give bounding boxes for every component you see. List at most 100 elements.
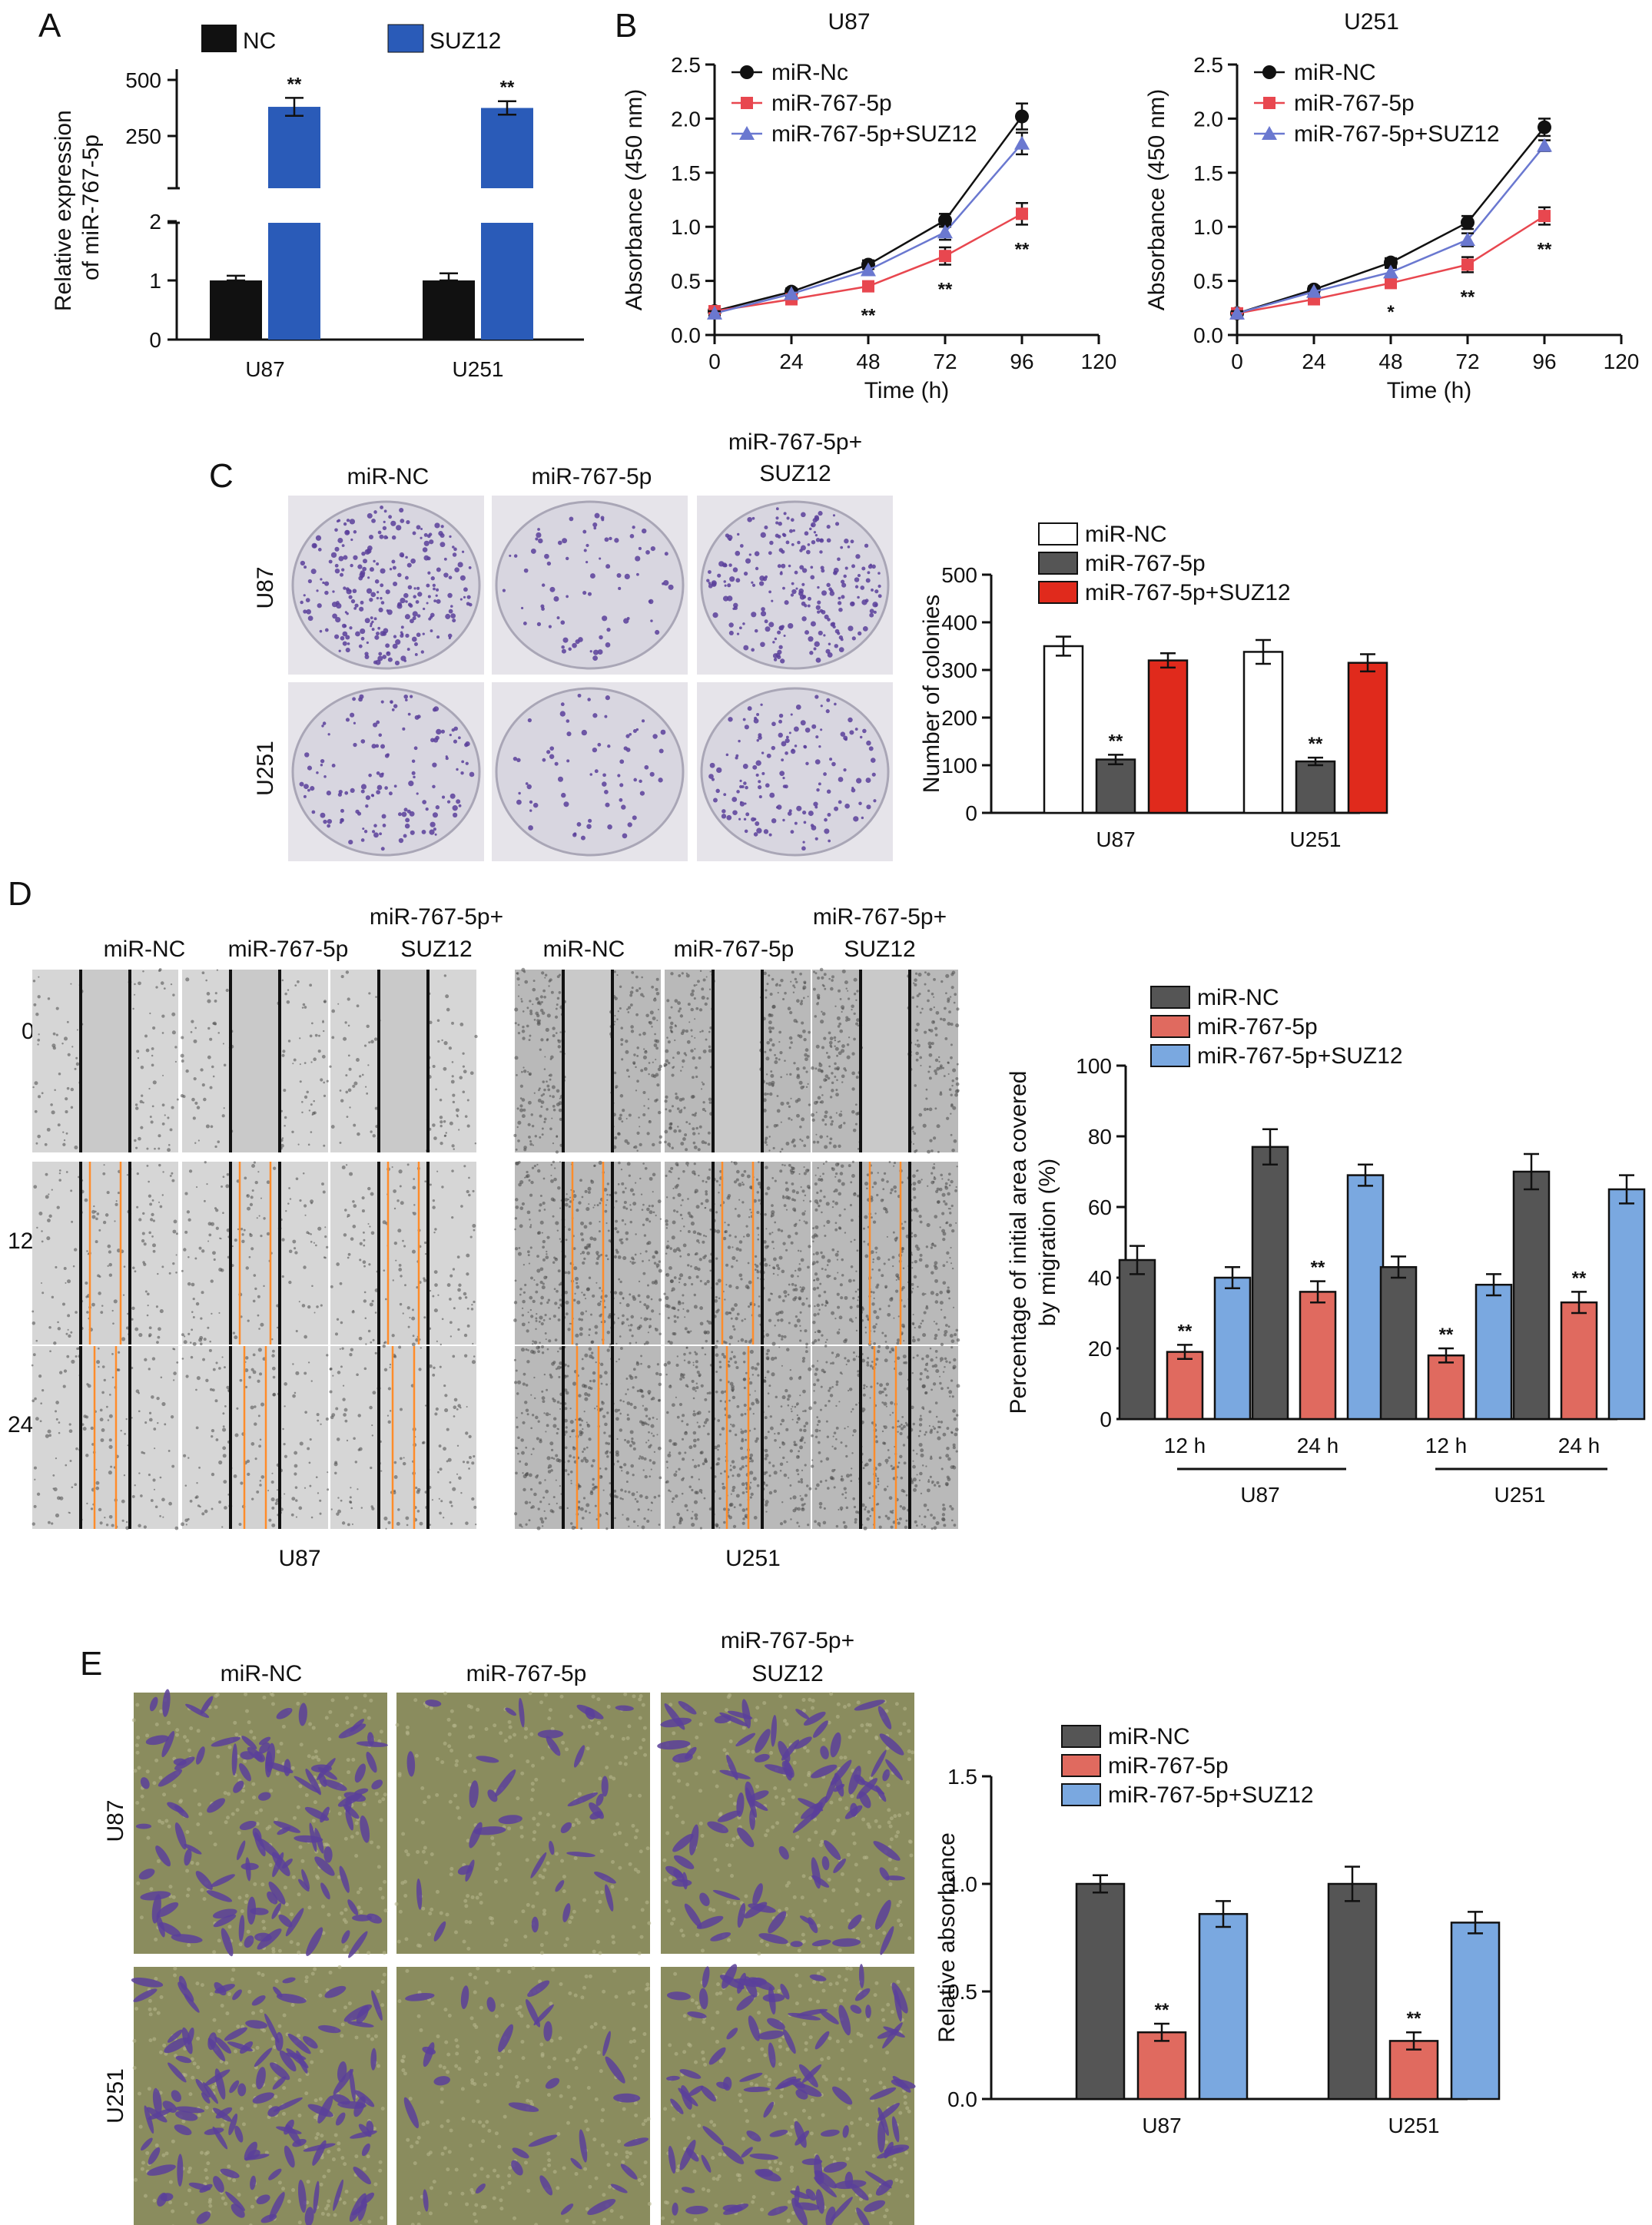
- cell-dot: [270, 1497, 275, 1502]
- cell-dot: [224, 1506, 227, 1510]
- cell-dot: [108, 1273, 113, 1277]
- significance-label: **: [1015, 239, 1030, 260]
- cell-dot: [529, 1225, 532, 1229]
- y-tick-label: 0.0: [671, 323, 701, 347]
- colony-dot: [452, 618, 456, 623]
- cell-dot: [337, 1003, 340, 1005]
- cell-dot: [699, 1279, 702, 1282]
- cell-dot: [955, 1328, 959, 1332]
- cell-dot: [304, 1371, 307, 1375]
- cell-dot: [851, 1109, 855, 1114]
- cell-dot: [937, 1150, 940, 1153]
- cell-dot: [458, 1296, 462, 1300]
- cell-dot: [641, 1209, 644, 1211]
- cell-dot: [212, 1075, 215, 1078]
- colony-dot: [416, 632, 421, 638]
- cell-dot: [463, 1354, 468, 1358]
- colony-dot: [353, 721, 357, 725]
- y-tick-label: 1.0: [1193, 215, 1223, 239]
- colony-dot: [348, 839, 353, 845]
- colony-dot: [386, 651, 391, 656]
- colony-dot: [453, 812, 458, 818]
- cell-dot: [824, 1304, 827, 1307]
- cell-dot: [629, 1209, 632, 1212]
- cell-dot: [343, 1408, 348, 1412]
- cell-dot: [446, 1007, 450, 1012]
- cell-dot: [618, 1161, 621, 1165]
- colony-dot: [843, 735, 848, 741]
- colony-dot: [463, 587, 468, 592]
- cell-dot: [634, 1262, 636, 1264]
- cell-dot: [559, 1097, 561, 1099]
- cell-dot: [602, 1489, 605, 1491]
- cell-dot: [167, 1116, 170, 1119]
- x-tick-label: 48: [856, 350, 880, 373]
- cell-dot: [548, 1339, 552, 1343]
- cell-dot: [125, 1418, 128, 1421]
- cell-dot: [650, 1298, 653, 1301]
- cell-dot: [804, 1053, 808, 1057]
- cell-dot: [386, 1414, 390, 1417]
- cell-dot: [781, 1269, 785, 1274]
- bar-nc: [423, 280, 475, 340]
- cell-dot: [559, 1298, 562, 1302]
- cell-dot: [613, 1071, 617, 1075]
- cell-dot: [181, 1269, 184, 1272]
- cell-dot: [520, 1348, 526, 1352]
- colony-dot: [877, 572, 881, 575]
- cell-dot: [847, 990, 849, 992]
- cell-dot: [70, 1106, 74, 1109]
- cell-dot: [797, 1275, 799, 1278]
- cell-dot: [567, 1198, 569, 1201]
- cell-dot: [214, 1145, 217, 1149]
- cell-dot: [544, 1517, 547, 1520]
- cell-dot: [466, 1307, 469, 1310]
- cell-dot: [174, 1526, 179, 1530]
- cell-dot: [292, 1063, 294, 1065]
- cell-dot: [103, 1378, 106, 1382]
- col-header: miR-NC: [347, 464, 430, 489]
- cell-dot: [855, 999, 858, 1002]
- cell-dot: [72, 1265, 75, 1268]
- cell-dot: [646, 1242, 649, 1245]
- cell-dot: [222, 1212, 224, 1215]
- cell-dot: [158, 1134, 161, 1138]
- cell-dot: [250, 1368, 254, 1371]
- colony-dot: [786, 516, 790, 520]
- colony-dot: [827, 813, 831, 817]
- colony-dot: [430, 738, 435, 743]
- cell-dot: [529, 1140, 532, 1143]
- cell-dot: [357, 1414, 361, 1418]
- cell-dot: [151, 1235, 154, 1238]
- significance-label: **: [861, 305, 876, 326]
- colony-dot: [371, 794, 375, 797]
- cell-dot: [588, 1276, 592, 1279]
- cell-dot: [582, 1457, 587, 1461]
- cell-dot: [95, 1468, 98, 1471]
- cell-dot: [669, 1026, 673, 1030]
- cell-dot: [624, 1223, 627, 1225]
- cell-dot: [893, 1161, 897, 1165]
- cell-dot: [690, 1049, 694, 1053]
- cell-dot: [629, 1261, 632, 1263]
- colony-dot: [577, 693, 582, 698]
- colony-dot: [751, 583, 756, 587]
- cell-dot: [304, 1204, 307, 1208]
- wound-healing-image-grid: miR-NC miR-767-5p miR-767-5p+ SUZ12 miR-…: [8, 904, 960, 1571]
- cell-dot: [938, 1060, 940, 1063]
- cell-dot: [658, 1268, 662, 1273]
- cell-dot: [98, 1229, 101, 1232]
- colony-dot: [334, 568, 340, 574]
- cell-dot: [202, 1358, 205, 1361]
- cell-dot: [38, 976, 40, 978]
- cell-dot: [632, 1520, 636, 1524]
- cell-dot: [685, 972, 688, 975]
- cell-dot: [190, 1030, 193, 1033]
- cell-dot: [901, 1181, 904, 1184]
- cell-dot: [71, 1486, 74, 1489]
- cell-dot: [540, 1106, 543, 1109]
- cell-dot: [322, 1030, 325, 1033]
- colony-dot: [586, 824, 592, 829]
- cell-dot: [602, 1414, 606, 1418]
- cell-dot: [184, 1230, 188, 1234]
